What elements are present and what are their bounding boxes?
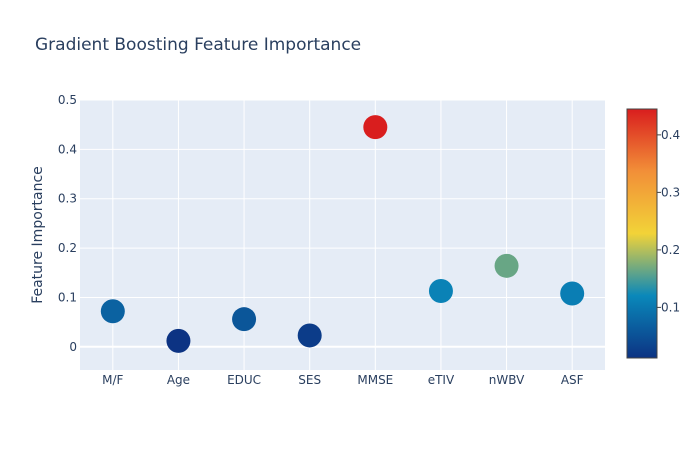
data-point — [232, 307, 257, 332]
x-ticks: M/F Age EDUC SES MMSE eTIV nWBV ASF — [102, 373, 583, 387]
data-point — [428, 279, 453, 304]
y-ticks: 0 0.1 0.2 0.3 0.4 0.5 — [58, 93, 77, 354]
data-point — [494, 253, 519, 278]
colorbar-bar — [626, 108, 658, 359]
colorbar: 0.1 0.2 0.3 0.4 — [626, 108, 680, 359]
data-point — [100, 299, 125, 324]
x-tick-label: EDUC — [227, 373, 261, 387]
x-tick-label: Age — [167, 373, 190, 387]
chart-title: Gradient Boosting Feature Importance — [35, 35, 361, 55]
x-tick-label: ASF — [561, 373, 584, 387]
y-tick-label: 0 — [69, 340, 77, 354]
y-tick-label: 0.2 — [58, 241, 77, 255]
y-grid — [80, 99, 605, 348]
colorbar-tick-label: 0.2 — [661, 243, 680, 257]
plot-area — [80, 100, 605, 370]
data-points — [100, 115, 585, 353]
y-axis-title: Feature Importance — [30, 166, 46, 304]
data-point — [363, 115, 388, 140]
y-tick-label: 0.1 — [58, 290, 77, 304]
x-tick-label: SES — [298, 373, 321, 387]
colorbar-tick-label: 0.1 — [661, 300, 680, 314]
data-point — [560, 281, 585, 306]
x-tick-label: nWBV — [489, 373, 525, 387]
data-point — [297, 323, 322, 348]
x-tick-label: M/F — [102, 373, 123, 387]
y-tick-label: 0.5 — [58, 93, 77, 107]
colorbar-tick-label: 0.4 — [661, 128, 680, 142]
colorbar-tick-label: 0.3 — [661, 185, 680, 199]
y-tick-label: 0.4 — [58, 142, 77, 156]
y-tick-label: 0.3 — [58, 192, 77, 206]
x-tick-label: MMSE — [357, 373, 393, 387]
x-tick-label: eTIV — [428, 373, 455, 387]
data-point — [166, 328, 191, 353]
